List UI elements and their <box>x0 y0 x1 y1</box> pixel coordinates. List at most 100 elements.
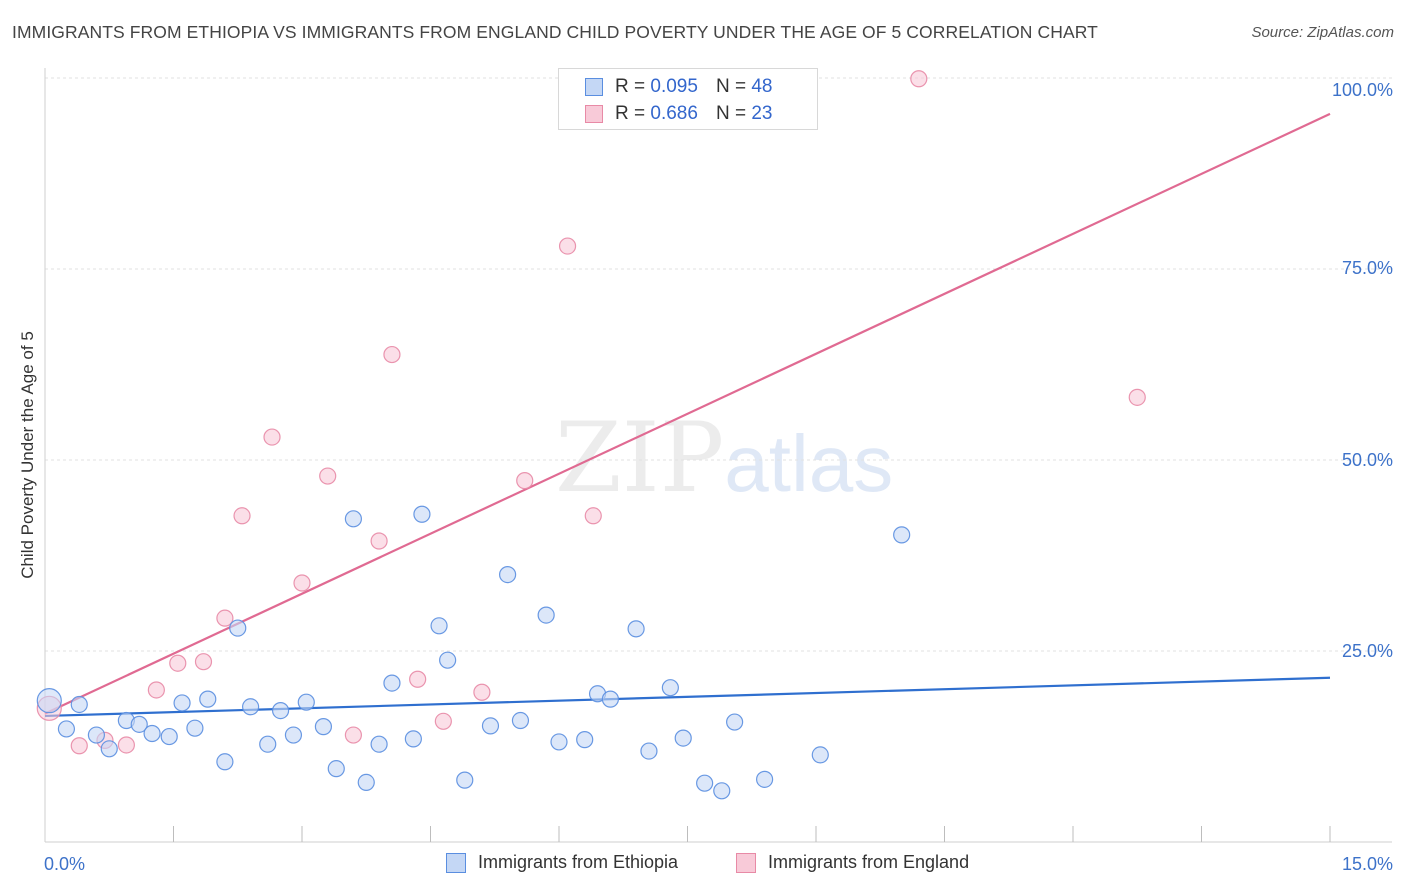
ethiopia-r-label: R = <box>615 76 646 97</box>
point-ethiopia <box>627 620 645 638</box>
point-ethiopia <box>173 694 191 712</box>
y-tick-label: 100.0% <box>1332 80 1393 100</box>
point-england <box>117 736 135 754</box>
point-ethiopia <box>87 726 106 744</box>
grid-lines <box>45 77 1392 652</box>
england-r-label: R = <box>615 103 646 124</box>
point-england <box>319 467 337 485</box>
point-ethiopia <box>430 617 448 635</box>
point-england <box>473 683 491 701</box>
point-ethiopia <box>357 773 375 792</box>
point-ethiopia <box>344 510 362 528</box>
point-ethiopia <box>259 735 277 753</box>
point-england <box>194 653 213 671</box>
point-ethiopia <box>186 719 204 737</box>
point-ethiopia <box>601 690 620 708</box>
point-ethiopia <box>713 782 731 800</box>
point-england <box>516 472 534 490</box>
point-ethiopia <box>696 774 714 792</box>
point-ethiopia <box>36 688 62 714</box>
point-ethiopia <box>537 606 555 624</box>
point-ethiopia <box>327 760 345 778</box>
source-label: Source: ZipAtlas.com <box>1251 24 1394 41</box>
point-ethiopia <box>893 526 911 544</box>
point-ethiopia <box>216 753 234 771</box>
england-n-label: N = <box>715 103 747 124</box>
trend-lines <box>44 112 1331 718</box>
point-ethiopia <box>726 713 744 731</box>
point-ethiopia <box>100 740 118 758</box>
x-tick-label: 15.0% <box>1342 854 1393 874</box>
point-england <box>910 70 928 88</box>
legend-ethiopia-label: Immigrants from Ethiopia <box>478 852 679 872</box>
point-ethiopia <box>242 698 260 716</box>
legend-row-ethiopia: R = 0.095 N = 48 <box>585 75 772 99</box>
data-points <box>36 70 1146 800</box>
point-england <box>216 609 234 627</box>
point-ethiopia <box>143 724 161 743</box>
point-ethiopia <box>413 505 431 523</box>
legend-row-england: R = 0.686 N = 23 <box>585 102 772 126</box>
point-ethiopia <box>284 726 303 744</box>
point-england <box>70 737 88 755</box>
point-ethiopia <box>314 718 333 736</box>
correlation-legend: R = 0.095 N = 48 R = 0.686 N = 23 <box>558 68 818 130</box>
ethiopia-n-value: 48 <box>751 76 773 97</box>
point-england <box>169 654 187 672</box>
point-ethiopia <box>199 690 217 708</box>
point-ethiopia <box>640 742 658 760</box>
y-tick-label: 25.0% <box>1342 641 1393 661</box>
point-ethiopia <box>481 717 500 735</box>
england-swatch <box>585 105 603 123</box>
point-ethiopia <box>811 746 829 764</box>
point-ethiopia <box>511 711 530 730</box>
point-ethiopia <box>661 679 679 697</box>
legend-item-ethiopia: Immigrants from Ethiopia <box>446 852 678 873</box>
point-ethiopia <box>57 720 76 738</box>
trend-line-ethiopia <box>44 676 1331 718</box>
y-tick-label: 75.0% <box>1342 258 1393 278</box>
ethiopia-r-value: 0.095 <box>650 76 698 97</box>
point-ethiopia <box>370 735 388 753</box>
point-ethiopia <box>755 770 774 788</box>
point-ethiopia <box>439 651 457 669</box>
point-ethiopia <box>499 565 517 584</box>
england-r-value: 0.686 <box>650 103 698 124</box>
legend-england-label: Immigrants from England <box>768 852 970 872</box>
point-ethiopia <box>674 729 692 747</box>
point-england <box>370 532 388 550</box>
point-ethiopia <box>456 771 474 789</box>
point-ethiopia <box>550 733 568 751</box>
point-ethiopia <box>404 730 422 748</box>
tick-labels: 25.0% 50.0% 75.0% 100.0% 0.0% 15.0% <box>44 80 1393 874</box>
point-england <box>383 345 401 364</box>
chart-title: IMMIGRANTS FROM ETHIOPIA VS IMMIGRANTS F… <box>12 22 1098 42</box>
point-ethiopia <box>576 731 594 749</box>
point-england <box>434 712 452 730</box>
point-england <box>1128 388 1146 406</box>
point-england <box>344 726 362 744</box>
point-ethiopia <box>383 674 401 692</box>
point-ethiopia <box>70 695 88 714</box>
trend-line-england <box>44 112 1331 715</box>
legend-ethiopia-swatch <box>446 852 466 873</box>
point-ethiopia <box>229 619 247 637</box>
x-tick-label: 0.0% <box>44 854 85 874</box>
point-england <box>233 507 251 525</box>
point-ethiopia <box>271 701 290 720</box>
point-ethiopia <box>160 727 178 746</box>
axes <box>44 68 1392 843</box>
y-axis-label: Child Poverty Under the Age of 5 <box>18 331 37 579</box>
england-n-value: 23 <box>751 103 773 124</box>
point-england <box>584 507 602 525</box>
y-tick-label: 50.0% <box>1342 450 1393 470</box>
legend-england-swatch <box>736 852 756 873</box>
point-ethiopia <box>297 693 315 711</box>
point-england <box>558 237 577 255</box>
ethiopia-n-label: N = <box>715 76 747 97</box>
legend-item-england: Immigrants from England <box>736 852 969 873</box>
point-england <box>409 670 427 688</box>
ethiopia-swatch <box>585 78 603 96</box>
point-ethiopia <box>130 715 148 733</box>
